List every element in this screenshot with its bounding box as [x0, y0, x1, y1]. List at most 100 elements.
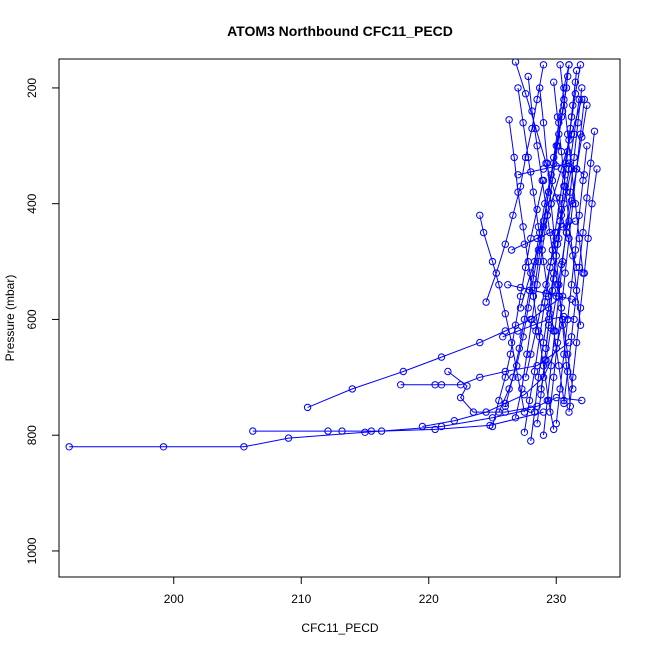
data-point: [514, 84, 522, 92]
series: [542, 66, 581, 353]
data-point: [583, 101, 591, 110]
series-line: [492, 180, 544, 427]
data-point: [542, 356, 550, 364]
data-point: [476, 338, 484, 347]
data-point: [588, 200, 596, 208]
data-point: [576, 304, 585, 312]
series-line: [563, 131, 595, 404]
data-point: [488, 257, 497, 266]
data-point: [533, 234, 541, 243]
series: [482, 61, 548, 306]
data-point: [560, 312, 568, 321]
data-point: [284, 434, 293, 442]
data-point: [533, 142, 541, 150]
data-point: [525, 396, 534, 405]
data-point: [557, 260, 566, 269]
data-point: [537, 304, 545, 312]
series: [488, 176, 548, 431]
series: [521, 165, 576, 381]
data-point: [437, 381, 446, 389]
data-point: [533, 281, 541, 289]
data-point: [532, 124, 540, 133]
series-line: [553, 82, 581, 326]
data-point: [527, 269, 535, 277]
data-point: [578, 396, 586, 405]
data-point: [537, 385, 545, 393]
data-point: [542, 281, 550, 289]
data-point: [515, 344, 523, 353]
data-point: [476, 373, 484, 381]
series: [504, 281, 576, 303]
data-point: [504, 281, 512, 289]
series: [397, 338, 573, 389]
data-point: [572, 338, 581, 347]
series: [444, 367, 586, 416]
data-point: [456, 393, 465, 402]
x-tick-label: 220: [419, 592, 439, 606]
data-point: [529, 286, 537, 295]
data-point: [524, 304, 532, 312]
data-point: [527, 437, 535, 445]
data-point: [488, 414, 497, 422]
data-point: [511, 59, 520, 66]
data-point: [578, 95, 586, 104]
data-point: [518, 385, 526, 393]
data-point: [520, 240, 529, 248]
data-point: [240, 443, 248, 451]
data-point: [159, 443, 168, 451]
data-point: [537, 234, 545, 243]
y-axis: 200 400 600 800 1000: [25, 78, 59, 564]
data-point: [547, 362, 555, 370]
data-point: [562, 188, 571, 196]
data-point: [555, 292, 563, 300]
data-point: [348, 385, 356, 393]
series-line: [504, 87, 567, 407]
data-point: [431, 425, 439, 434]
plot-frame: [58, 58, 621, 578]
data-point: [567, 130, 576, 138]
data-point: [557, 147, 566, 156]
data-point: [575, 211, 583, 220]
data-point: [397, 381, 405, 389]
data-point: [560, 399, 568, 408]
series-line: [545, 70, 578, 349]
data-point: [534, 257, 543, 266]
data-point: [536, 84, 544, 92]
data-point: [547, 324, 555, 332]
data-point: [514, 373, 522, 381]
data-point: [514, 188, 522, 196]
data-point: [567, 333, 576, 341]
data-point: [552, 292, 560, 300]
data-point: [534, 373, 543, 381]
series-line: [479, 215, 525, 413]
data-point: [501, 399, 509, 408]
data-point: [542, 289, 550, 298]
series-line: [549, 99, 585, 413]
series: [499, 312, 578, 341]
data-point: [557, 165, 566, 173]
data-point: [558, 223, 567, 231]
series: [565, 165, 601, 416]
y-tick-label: 800: [25, 425, 39, 445]
series: [560, 127, 599, 408]
data-point: [482, 298, 490, 306]
data-point: [324, 427, 332, 435]
data-point: [488, 422, 497, 431]
data-point: [562, 228, 571, 237]
data-point: [509, 211, 517, 220]
data-point: [572, 165, 581, 173]
data-point: [556, 385, 564, 393]
data-point: [542, 159, 550, 167]
data-point: [516, 283, 525, 292]
data-point: [590, 127, 599, 136]
data-point: [564, 130, 572, 138]
data-point: [556, 61, 564, 69]
data-point: [571, 246, 580, 254]
data-point: [560, 84, 568, 92]
data-point: [538, 176, 546, 185]
data-point: [547, 257, 555, 266]
data-point: [529, 292, 537, 300]
data-point: [524, 153, 532, 162]
data-point: [519, 333, 527, 341]
data-point: [553, 338, 562, 347]
